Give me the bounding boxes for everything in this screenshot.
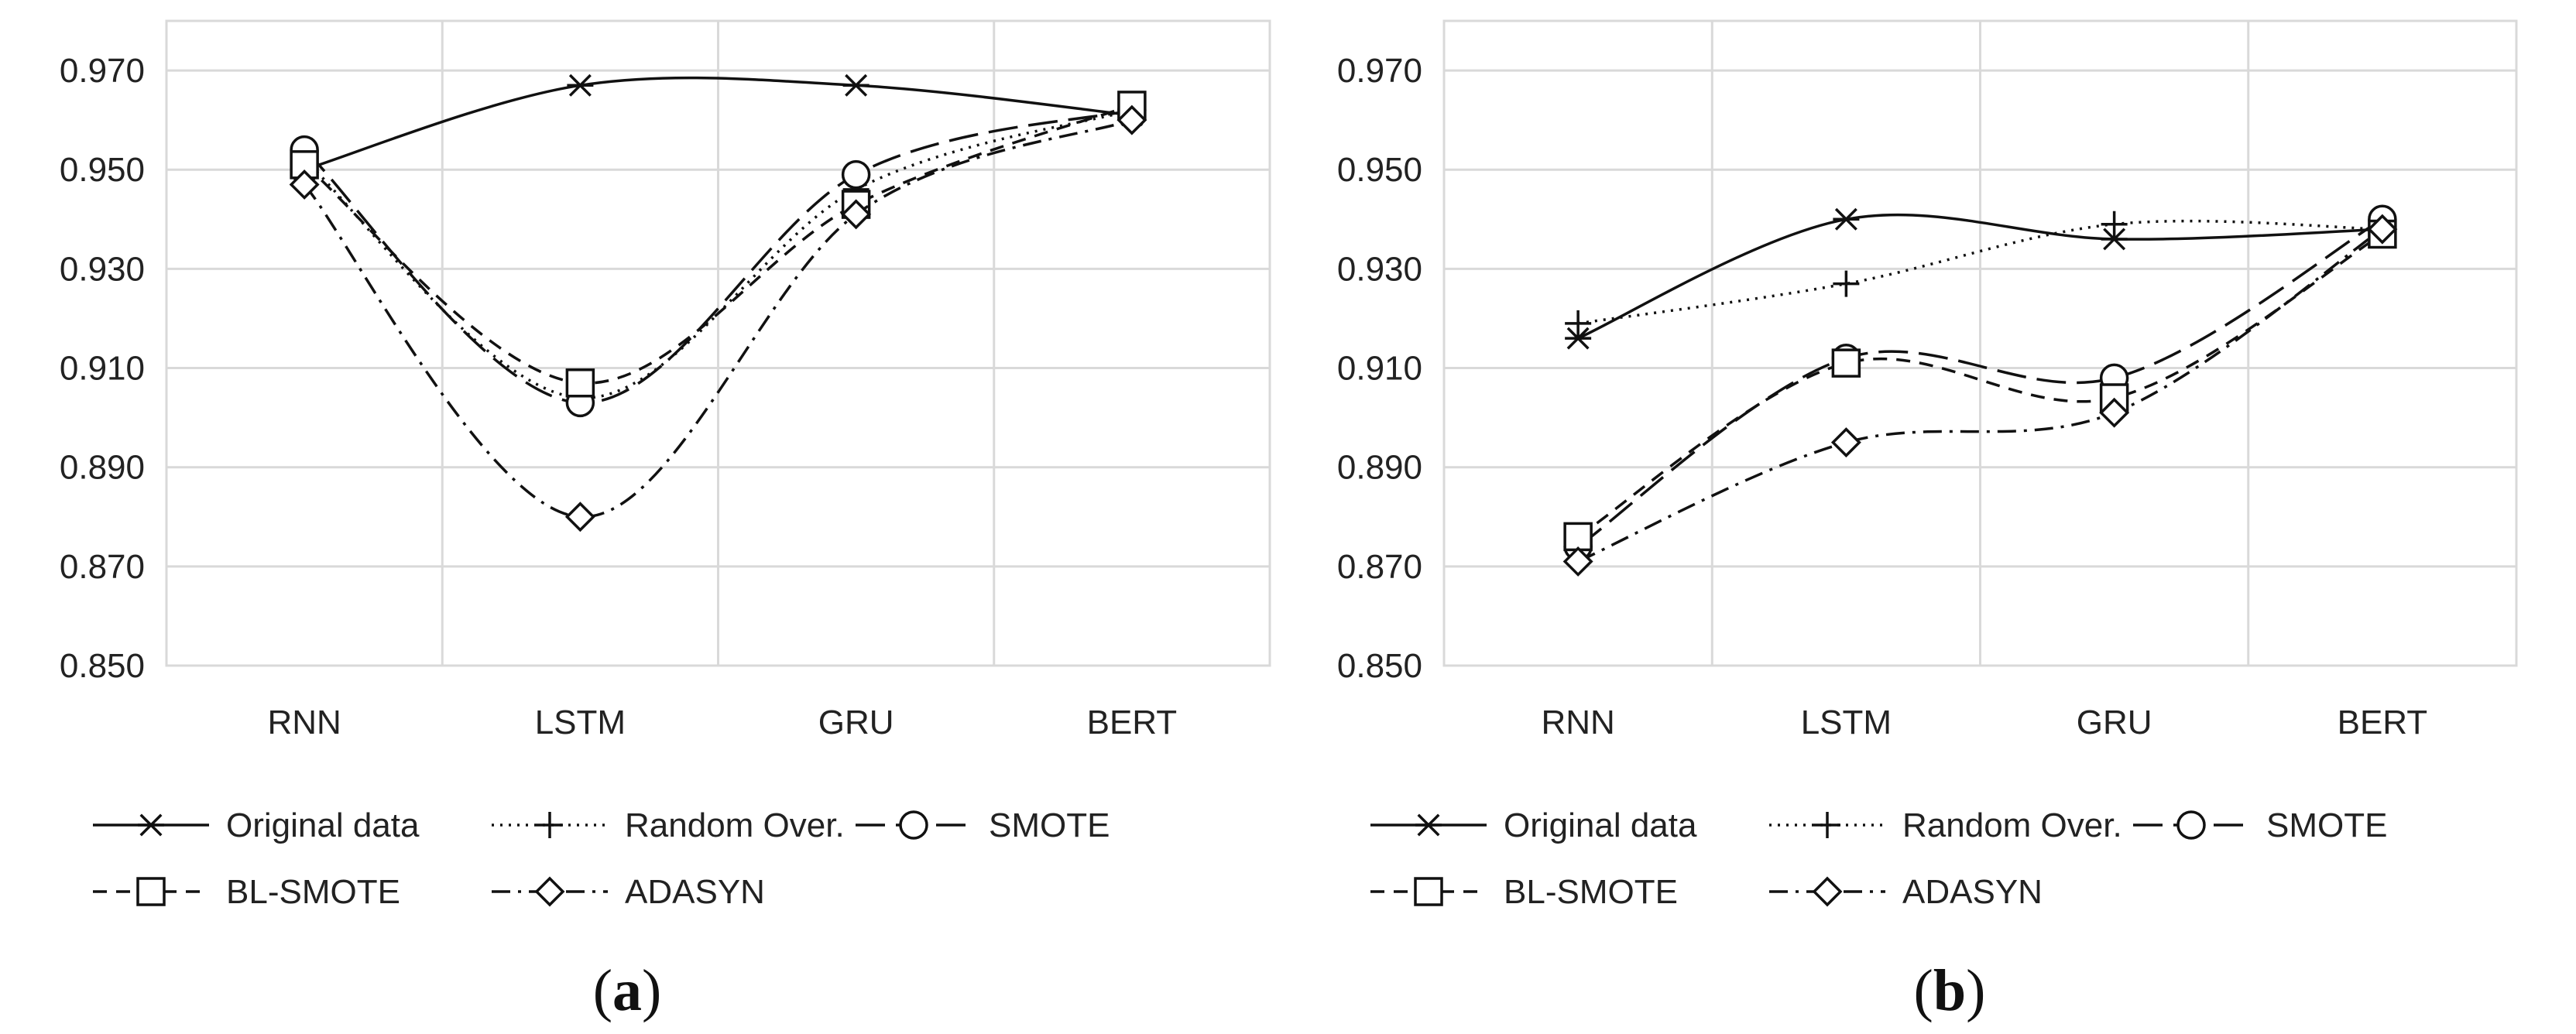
y-tick-label: 0.890 (1337, 449, 1422, 487)
y-tick-label: 0.970 (60, 52, 145, 90)
point-original-data-lstm (567, 74, 594, 97)
legend-marker-original-data (1415, 813, 1442, 837)
point-adasyn-gru (2099, 397, 2130, 428)
y-tick-label: 0.930 (1337, 250, 1422, 288)
legend-label-original-data: Original data (226, 806, 420, 844)
y-tick-label: 0.910 (1337, 350, 1422, 388)
x-tick-label-rnn: RNN (1541, 704, 1614, 741)
x-tick-label-rnn: RNN (267, 704, 341, 741)
x-tick-label-lstm: LSTM (535, 704, 626, 741)
legend-marker-bl-smote (1414, 877, 1443, 906)
point-smote-gru (841, 159, 871, 190)
point-bl-smote-lstm (1831, 348, 1861, 378)
legend-label-original-data: Original data (1504, 806, 1697, 844)
panel-b: 0.850 0.870 0.890 0.910 0.930 0.950 0.970 RNN LS… (1337, 19, 2518, 1023)
y-tick-label: 0.930 (60, 250, 145, 288)
point-original-data-rnn (1565, 327, 1592, 350)
legend-marker-random-over (1814, 812, 1840, 838)
panel-label: (a) (593, 958, 662, 1023)
x-tick-label-bert: BERT (1087, 704, 1178, 741)
legend-marker-smote (899, 810, 928, 840)
legend-marker-smote (2176, 810, 2206, 840)
legend-label-adasyn: ADASYN (1902, 873, 2043, 911)
y-tick-label: 0.890 (60, 449, 145, 487)
point-bl-smote-lstm (565, 368, 595, 398)
series-line-random-over (1577, 219, 2382, 325)
legend-label-smote: SMOTE (2266, 806, 2387, 844)
series-line-adasyn (303, 118, 1133, 519)
legend-marker-adasyn (1812, 876, 1843, 907)
series-line-adasyn (1577, 228, 2383, 563)
point-random-over-lstm (1833, 270, 1860, 297)
legend-label-bl-smote: BL-SMOTE (1504, 873, 1678, 911)
series-line-random-over (303, 108, 1133, 399)
y-tick-label: 0.850 (1337, 647, 1422, 685)
x-tick-label-gru: GRU (2077, 704, 2152, 741)
plot-area (1442, 19, 2518, 667)
legend-marker-adasyn (534, 876, 565, 907)
legend-label-smote: SMOTE (989, 806, 1110, 844)
y-tick-label: 0.870 (60, 548, 145, 586)
x-tick-label-bert: BERT (2338, 704, 2428, 741)
y-tick-label: 0.910 (60, 350, 145, 388)
legend-label-random-over: Random Over. (625, 806, 845, 844)
panel-label: (b) (1914, 958, 1986, 1023)
legend-label-adasyn: ADASYN (625, 873, 765, 911)
point-random-over-rnn (1565, 310, 1592, 337)
series-line-bl-smote (304, 104, 1133, 385)
point-adasyn-lstm (1830, 427, 1861, 458)
point-original-data-gru (2101, 228, 2128, 251)
point-random-over-gru (2101, 211, 2128, 238)
point-adasyn-bert (1116, 104, 1147, 135)
series-line-original-data (304, 76, 1133, 171)
series-line-original-data (1577, 213, 2382, 340)
y-tick-label: 0.950 (1337, 151, 1422, 189)
point-adasyn-lstm (564, 502, 595, 532)
legend-marker-random-over (537, 812, 563, 838)
point-adasyn-bert (2367, 214, 2398, 245)
point-bl-smote-rnn (1563, 522, 1593, 552)
series-line-smote (1577, 217, 2383, 548)
point-adasyn-rnn (1562, 546, 1593, 577)
panel-a: 0.850 0.870 0.890 0.910 0.930 0.950 0.970 RNN LS… (60, 19, 1271, 1023)
legend-marker-bl-smote (136, 877, 166, 906)
x-tick-label-lstm: LSTM (1801, 704, 1892, 741)
y-tick-label: 0.950 (60, 151, 145, 189)
x-tick-label-gru: GRU (818, 704, 894, 741)
legend-marker-original-data (138, 813, 164, 837)
y-tick-label: 0.850 (60, 647, 145, 685)
legend-label-bl-smote: BL-SMOTE (226, 873, 400, 911)
y-tick-label: 0.970 (1337, 52, 1422, 90)
point-original-data-gru (842, 74, 870, 97)
point-adasyn-gru (841, 199, 872, 230)
legend-label-random-over: Random Over. (1902, 806, 2122, 844)
plot-area (165, 19, 1271, 667)
y-tick-label: 0.870 (1337, 548, 1422, 586)
point-adasyn-rnn (289, 169, 320, 200)
point-original-data-lstm (1833, 207, 1860, 231)
